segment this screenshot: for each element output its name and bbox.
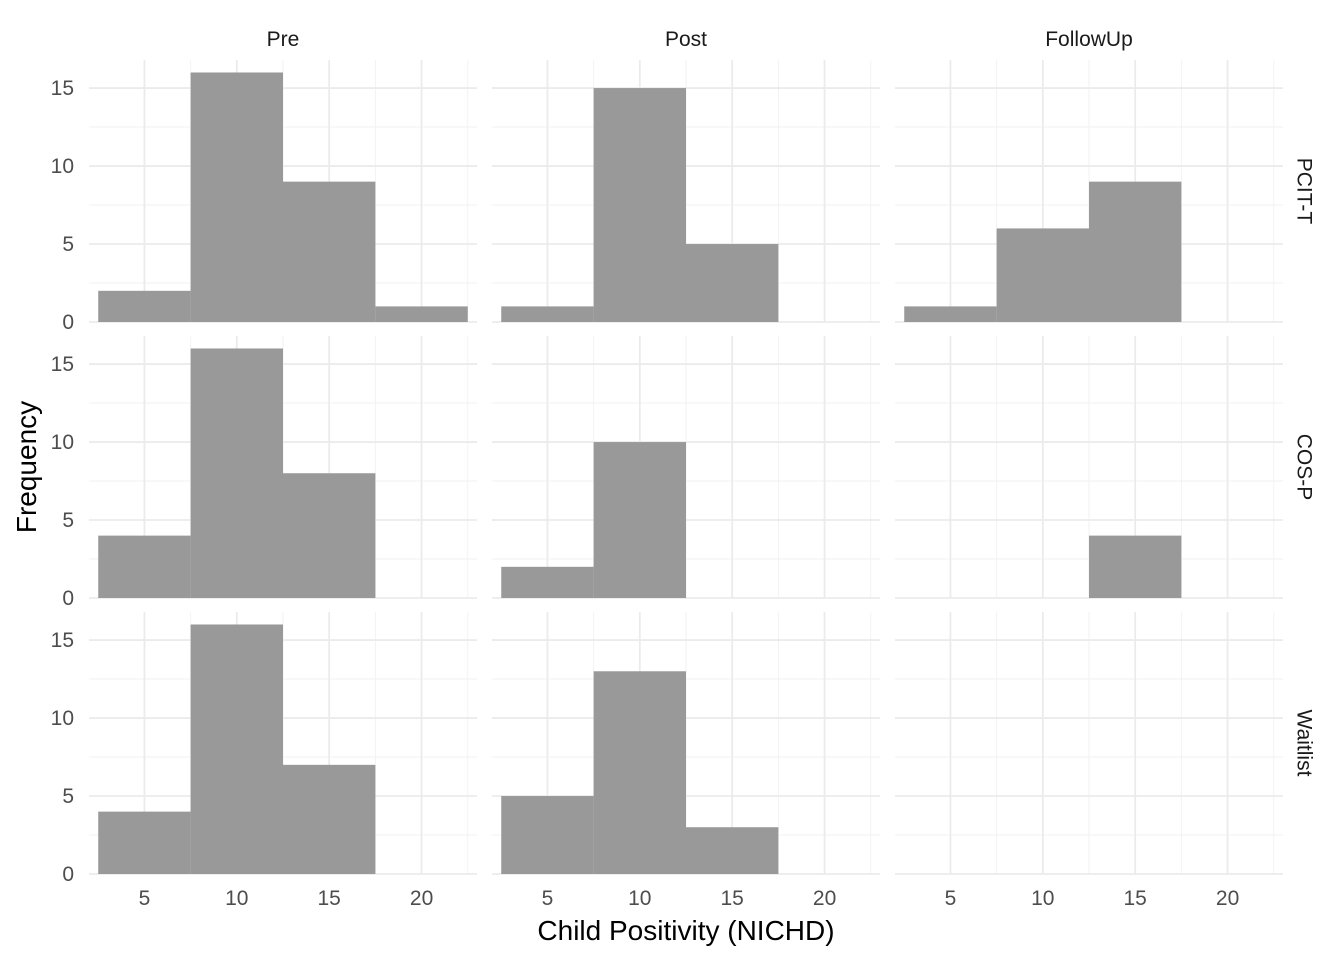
histogram-bar-cos-p-post-5 bbox=[501, 566, 594, 598]
histogram-bar-waitlist-pre-10 bbox=[190, 624, 283, 874]
y-tick-label-waitlist-0: 0 bbox=[62, 863, 74, 886]
row-strip-label-cos-p: COS-P bbox=[1293, 434, 1316, 501]
y-tick-label-waitlist-10: 10 bbox=[51, 707, 74, 730]
y-tick-label-pcit-t-10: 10 bbox=[51, 155, 74, 178]
histogram-bar-pcit-t-pre-20 bbox=[375, 306, 468, 322]
x-tick-label-post-20: 20 bbox=[813, 887, 836, 910]
histogram-bar-waitlist-pre-15 bbox=[283, 764, 376, 874]
column-strip-label-pre: Pre bbox=[267, 28, 300, 51]
histogram-bar-waitlist-pre-5 bbox=[98, 811, 191, 874]
y-tick-label-cos-p-10: 10 bbox=[51, 431, 74, 454]
y-tick-label-pcit-t-15: 15 bbox=[51, 77, 74, 100]
x-tick-label-post-15: 15 bbox=[721, 887, 744, 910]
histogram-bar-waitlist-post-10 bbox=[593, 671, 686, 874]
y-tick-label-cos-p-5: 5 bbox=[62, 509, 74, 532]
column-strip-label-post: Post bbox=[665, 28, 707, 51]
histogram-bar-cos-p-followup-15 bbox=[1089, 535, 1182, 598]
histogram-bar-pcit-t-followup-5 bbox=[904, 306, 997, 322]
histogram-bar-waitlist-post-5 bbox=[501, 796, 594, 874]
histogram-bar-pcit-t-post-5 bbox=[501, 306, 594, 322]
histogram-bar-cos-p-post-10 bbox=[593, 442, 686, 598]
histogram-bar-waitlist-post-15 bbox=[686, 827, 779, 874]
y-tick-label-pcit-t-5: 5 bbox=[62, 233, 74, 256]
x-tick-label-pre-5: 5 bbox=[139, 887, 151, 910]
y-tick-label-waitlist-5: 5 bbox=[62, 785, 74, 808]
histogram-bar-pcit-t-followup-15 bbox=[1089, 181, 1182, 322]
y-tick-label-cos-p-15: 15 bbox=[51, 353, 74, 376]
row-strip-label-pcit-t: PCIT-T bbox=[1293, 158, 1316, 225]
row-strip-label-waitlist: Waitlist bbox=[1293, 710, 1316, 777]
histogram-bar-pcit-t-pre-10 bbox=[190, 72, 283, 322]
y-axis-title: Frequency bbox=[11, 401, 42, 533]
x-tick-label-followup-5: 5 bbox=[945, 887, 957, 910]
x-tick-label-followup-20: 20 bbox=[1216, 887, 1239, 910]
x-axis-title: Child Positivity (NICHD) bbox=[537, 915, 834, 946]
histogram-bar-cos-p-pre-5 bbox=[98, 535, 191, 598]
y-tick-label-waitlist-15: 15 bbox=[51, 629, 74, 652]
x-tick-label-post-10: 10 bbox=[628, 887, 651, 910]
x-tick-label-pre-15: 15 bbox=[318, 887, 341, 910]
x-tick-label-followup-10: 10 bbox=[1031, 887, 1054, 910]
histogram-bar-cos-p-pre-10 bbox=[190, 348, 283, 598]
bars-layer bbox=[98, 72, 1182, 874]
histogram-bar-pcit-t-pre-5 bbox=[98, 290, 191, 322]
labels-layer: Pre Post FollowUp PCIT-T COS-P Waitlist 0 5 10 15… bbox=[51, 28, 1316, 910]
histogram-bar-pcit-t-pre-15 bbox=[283, 181, 376, 322]
histogram-bar-pcit-t-post-10 bbox=[593, 88, 686, 322]
x-tick-label-followup-15: 15 bbox=[1124, 887, 1147, 910]
x-tick-label-pre-10: 10 bbox=[225, 887, 248, 910]
y-tick-label-cos-p-0: 0 bbox=[62, 587, 74, 610]
histogram-bar-pcit-t-followup-10 bbox=[996, 228, 1089, 322]
x-tick-label-post-5: 5 bbox=[542, 887, 554, 910]
y-tick-label-pcit-t-0: 0 bbox=[62, 311, 74, 334]
x-tick-label-pre-20: 20 bbox=[410, 887, 433, 910]
histogram-bar-cos-p-pre-15 bbox=[283, 473, 376, 598]
column-strip-label-followup: FollowUp bbox=[1045, 28, 1133, 51]
histogram-bar-pcit-t-post-15 bbox=[686, 244, 779, 322]
